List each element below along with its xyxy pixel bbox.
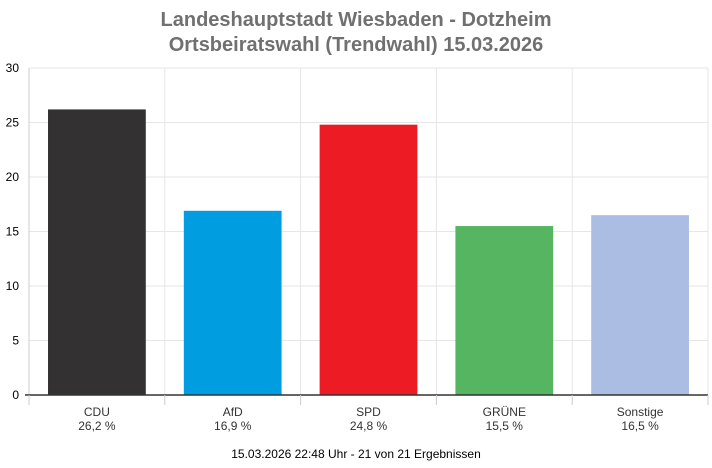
chart-title: Landeshauptstadt Wiesbaden - Dotzheim: [160, 9, 552, 31]
bar-afd: [183, 210, 282, 395]
y-tick-label: 30: [6, 61, 20, 75]
y-tick-label: 5: [12, 334, 19, 348]
data-label: 15,5 %: [486, 419, 524, 433]
y-tick-label: 20: [6, 170, 20, 184]
data-label: 26,2 %: [78, 419, 116, 433]
chart-footer: 15.03.2026 22:48 Uhr - 21 von 21 Ergebni…: [231, 447, 481, 461]
x-tick-label: SPD: [356, 405, 381, 419]
bar-spd: [319, 124, 418, 396]
data-label: 16,5 %: [621, 419, 659, 433]
x-tick-label: CDU: [84, 405, 110, 419]
bar-cdu: [48, 109, 146, 396]
x-tick-label: GRÜNE: [483, 405, 526, 419]
data-label: 24,8 %: [350, 419, 388, 433]
bar-sonstige: [591, 215, 689, 395]
y-tick-label: 0: [12, 388, 19, 402]
bar-grüne: [455, 226, 554, 395]
y-tick-label: 25: [6, 116, 20, 130]
x-tick-label: AfD: [223, 405, 243, 419]
x-tick-label: Sonstige: [617, 405, 664, 419]
y-tick-label: 10: [6, 279, 20, 293]
chart-subtitle: Ortsbeiratswahl (Trendwahl) 15.03.2026: [168, 34, 544, 56]
y-tick-label: 15: [6, 225, 20, 239]
data-label: 16,9 %: [214, 419, 252, 433]
